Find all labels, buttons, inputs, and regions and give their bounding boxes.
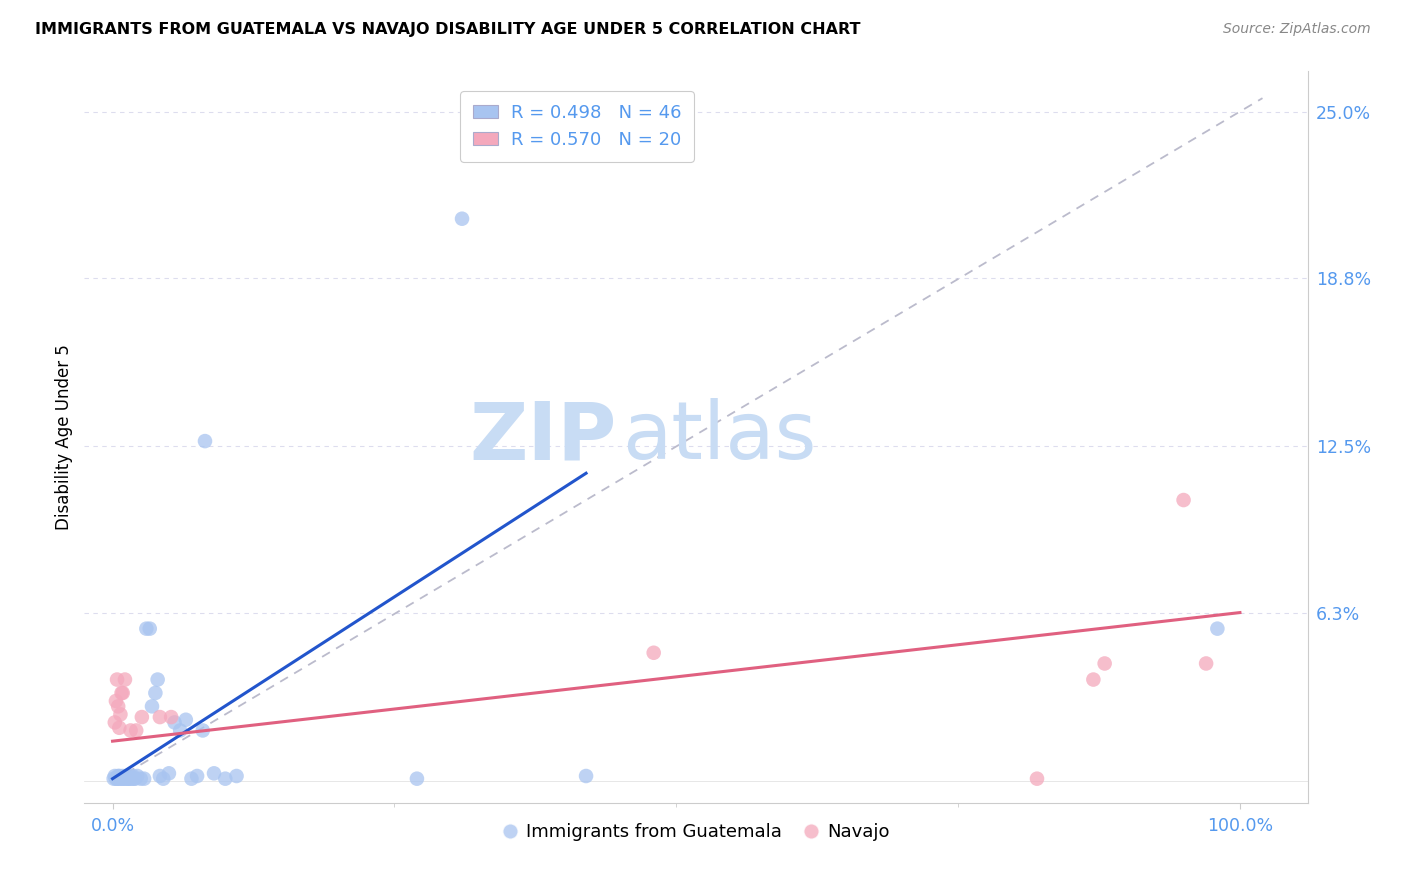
Point [114, 772, 136, 786]
Point [225, 769, 247, 783]
Point [1206, 622, 1229, 636]
Point [124, 772, 146, 786]
Point [194, 434, 217, 449]
Point [163, 715, 186, 730]
Point [111, 686, 134, 700]
Point [115, 769, 138, 783]
Point [1195, 657, 1218, 671]
Text: Source: ZipAtlas.com: Source: ZipAtlas.com [1223, 22, 1371, 37]
Point [110, 707, 132, 722]
Point [114, 673, 136, 687]
Point [125, 723, 148, 738]
Legend: Immigrants from Guatemala, Navajo: Immigrants from Guatemala, Navajo [495, 816, 897, 848]
Point [451, 211, 474, 226]
Point [103, 772, 125, 786]
Point [120, 769, 142, 783]
Point [152, 772, 174, 786]
Point [149, 710, 172, 724]
Point [108, 721, 131, 735]
Point [110, 772, 132, 786]
Point [118, 772, 141, 786]
Point [575, 769, 598, 783]
Point [160, 710, 183, 724]
Point [131, 710, 153, 724]
Text: IMMIGRANTS FROM GUATEMALA VS NAVAJO DISABILITY AGE UNDER 5 CORRELATION CHART: IMMIGRANTS FROM GUATEMALA VS NAVAJO DISA… [35, 22, 860, 37]
Point [121, 772, 143, 786]
Point [202, 766, 225, 780]
Point [132, 772, 155, 786]
Point [1026, 772, 1049, 786]
Point [108, 769, 131, 783]
Point [180, 772, 202, 786]
Point [120, 723, 142, 738]
Point [107, 699, 129, 714]
Point [141, 699, 163, 714]
Point [146, 673, 169, 687]
Text: atlas: atlas [623, 398, 817, 476]
Point [139, 622, 162, 636]
Point [406, 772, 429, 786]
Point [186, 769, 208, 783]
Point [174, 713, 197, 727]
Point [104, 715, 127, 730]
Point [105, 772, 128, 786]
Point [157, 766, 180, 780]
Point [112, 772, 135, 786]
Point [214, 772, 236, 786]
Point [121, 769, 143, 783]
Y-axis label: Disability Age Under 5: Disability Age Under 5 [55, 344, 73, 530]
Point [145, 686, 167, 700]
Point [191, 723, 214, 738]
Point [122, 772, 145, 786]
Point [1173, 493, 1195, 508]
Point [105, 673, 128, 687]
Point [104, 769, 127, 783]
Point [107, 769, 129, 783]
Point [110, 772, 132, 786]
Point [135, 622, 157, 636]
Point [110, 686, 132, 700]
Point [169, 723, 191, 738]
Point [104, 772, 127, 786]
Point [129, 772, 152, 786]
Point [107, 772, 129, 786]
Point [111, 769, 134, 783]
Point [1083, 673, 1105, 687]
Point [104, 694, 127, 708]
Point [1094, 657, 1116, 671]
Text: ZIP: ZIP [470, 398, 616, 476]
Point [117, 772, 139, 786]
Point [643, 646, 665, 660]
Point [127, 769, 149, 783]
Point [149, 769, 172, 783]
Point [115, 772, 138, 786]
